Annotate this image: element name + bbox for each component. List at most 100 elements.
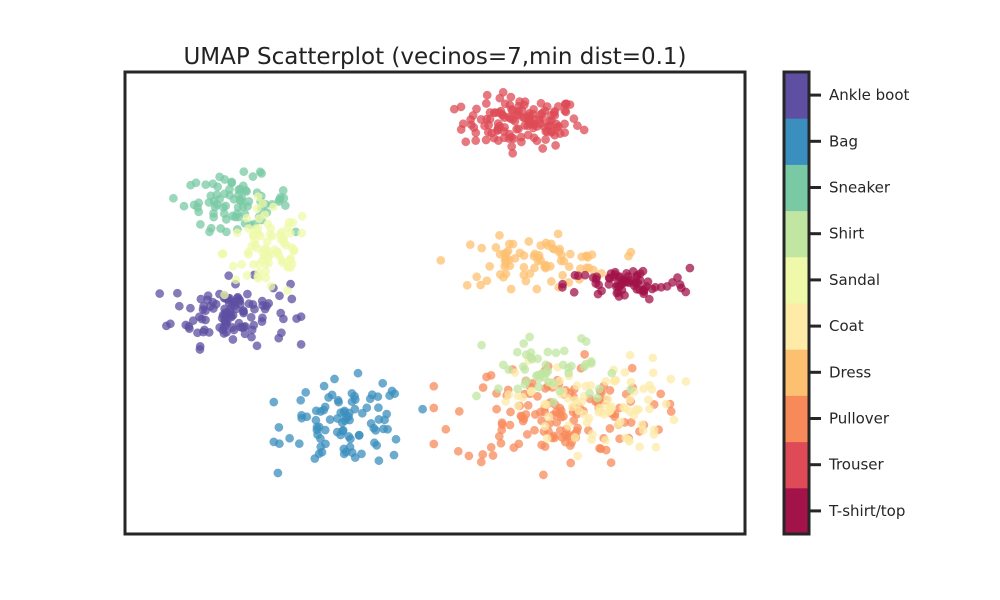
scatter-point xyxy=(288,218,298,227)
scatter-point xyxy=(287,294,297,304)
scatter-point xyxy=(466,115,476,125)
scatter-point xyxy=(230,297,240,307)
scatter-point xyxy=(492,404,502,414)
scatter-point xyxy=(555,129,565,139)
scatter-point xyxy=(501,397,511,406)
scatter-point xyxy=(489,133,499,143)
scatter-point xyxy=(579,362,589,372)
cluster-trouser xyxy=(449,87,589,158)
scatter-point xyxy=(638,425,648,435)
scatter-point xyxy=(565,249,575,259)
scatter-point xyxy=(238,181,248,191)
colorbar-label: Coat xyxy=(829,317,864,335)
scatter-point xyxy=(550,433,560,443)
scatter-point xyxy=(316,442,326,452)
scatter-point xyxy=(491,243,501,252)
scatter-point xyxy=(530,410,540,419)
scatter-point xyxy=(357,449,366,459)
scatter-point xyxy=(454,406,464,416)
colorbar-swatch xyxy=(784,395,809,443)
scatter-point xyxy=(601,435,610,445)
scatter-point xyxy=(301,387,311,397)
scatter-point xyxy=(374,456,384,466)
scatter-point xyxy=(263,219,273,229)
scatter-point xyxy=(572,381,582,391)
scatter-point xyxy=(513,401,523,411)
colorbar-label: Bag xyxy=(829,132,858,150)
scatter-point xyxy=(532,284,542,294)
scatter-point xyxy=(477,243,487,253)
scatter-point xyxy=(624,251,633,261)
scatter-point xyxy=(195,219,205,229)
colorbar-label: T-shirt/top xyxy=(828,502,905,520)
plot-frame xyxy=(123,70,747,536)
scatter-point xyxy=(441,424,451,434)
scatter-points xyxy=(155,87,695,480)
scatter-point xyxy=(541,263,551,273)
scatter-point xyxy=(506,407,515,417)
scatter-point xyxy=(186,180,196,190)
cluster-sandal xyxy=(217,192,307,300)
scatter-point xyxy=(557,282,567,292)
scatter-point xyxy=(587,435,597,445)
scatter-point xyxy=(556,412,566,422)
scatter-point xyxy=(530,263,539,273)
scatter-point xyxy=(296,312,306,322)
scatter-point xyxy=(620,276,630,286)
scatter-point xyxy=(278,314,288,324)
colorbar-label: Trouser xyxy=(828,456,885,474)
scatter-point xyxy=(372,440,382,450)
scatter-point xyxy=(212,190,222,200)
scatter-point xyxy=(220,189,229,199)
scatter-point xyxy=(243,247,253,257)
scatter-point xyxy=(436,255,446,265)
colorbar-label: Pullover xyxy=(829,410,890,428)
scatter-point xyxy=(624,436,634,446)
scatter-point xyxy=(257,169,267,178)
scatter-point xyxy=(319,381,329,391)
scatter-point xyxy=(172,288,182,298)
scatter-point xyxy=(651,442,661,452)
scatter-point xyxy=(380,415,390,425)
scatter-point xyxy=(489,108,499,118)
scatter-point xyxy=(573,451,583,461)
scatter-point xyxy=(615,417,625,427)
scatter-point xyxy=(569,416,579,425)
colorbar-swatch xyxy=(784,72,809,119)
scatter-point xyxy=(201,180,211,190)
scatter-point xyxy=(357,408,367,418)
scatter-point xyxy=(257,296,267,306)
scatter-point xyxy=(278,186,288,195)
scatter-point xyxy=(582,418,592,428)
scatter-point xyxy=(193,328,202,338)
scatter-point xyxy=(643,395,653,405)
scatter-point xyxy=(274,422,284,432)
scatter-point xyxy=(221,201,231,211)
scatter-point xyxy=(302,412,312,422)
scatter-point xyxy=(522,429,532,439)
scatter-point xyxy=(570,433,580,442)
scatter-point xyxy=(620,367,630,377)
scatter-point xyxy=(336,430,346,440)
scatter-point xyxy=(418,404,428,414)
scatter-point xyxy=(347,388,357,398)
scatter-point xyxy=(505,420,515,430)
scatter-point xyxy=(242,289,252,299)
scatter-point xyxy=(516,411,526,421)
scatter-point xyxy=(458,119,468,129)
scatter-point xyxy=(498,360,508,370)
scatter-point xyxy=(482,90,492,100)
scatter-point xyxy=(520,365,530,374)
scatter-point xyxy=(566,361,576,371)
scatter-point xyxy=(488,451,498,460)
scatter-point xyxy=(220,304,230,314)
scatter-point xyxy=(244,299,254,309)
colorbar-swatch xyxy=(784,118,809,165)
scatter-point xyxy=(563,421,573,431)
scatter-point xyxy=(648,368,658,378)
scatter-point xyxy=(234,318,244,328)
scatter-point xyxy=(581,381,591,391)
scatter-point xyxy=(546,127,556,137)
scatter-point xyxy=(481,99,491,108)
scatter-point xyxy=(614,292,624,301)
